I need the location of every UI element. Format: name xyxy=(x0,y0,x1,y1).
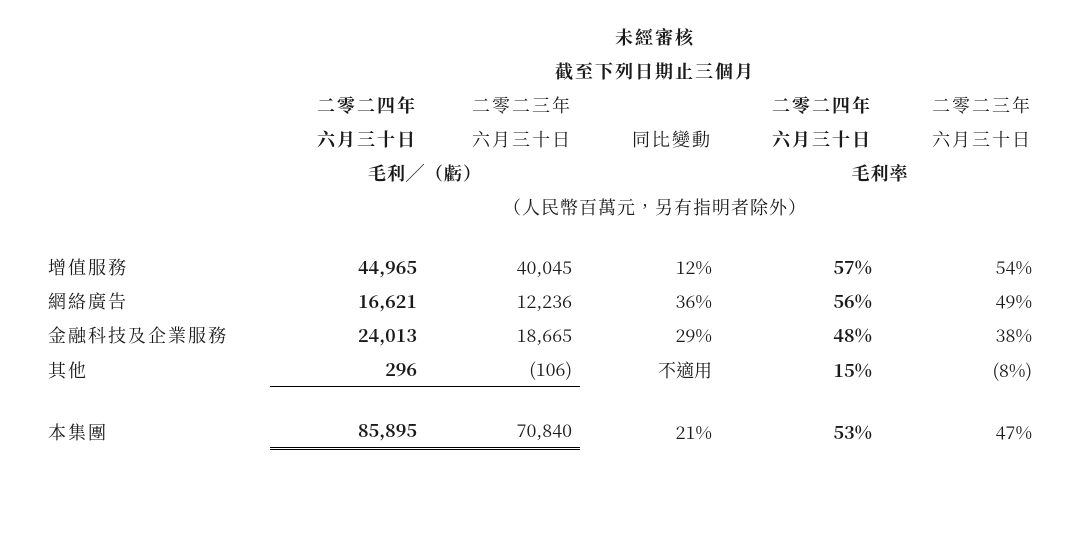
cell-gp-2023: 18,665 xyxy=(425,318,580,352)
cell-change: 12% xyxy=(580,250,720,284)
cell-gp-2023: (106) xyxy=(425,352,580,387)
cell-margin-2023: 38% xyxy=(880,318,1040,352)
col-change-label: 同比變動 xyxy=(580,122,720,156)
col-date-2023-b: 六月三十日 xyxy=(880,122,1040,156)
total-change: 21% xyxy=(580,413,720,449)
table-title: 未經審核 xyxy=(270,20,1040,54)
row-label: 增值服務 xyxy=(40,250,270,284)
row-label: 金融科技及企業服務 xyxy=(40,318,270,352)
total-margin-2023: 47% xyxy=(880,413,1040,449)
cell-margin-2023: (8%) xyxy=(880,352,1040,387)
cell-change: 29% xyxy=(580,318,720,352)
cell-gp-2023: 40,045 xyxy=(425,250,580,284)
col-year-2023-b: 二零二三年 xyxy=(880,88,1040,122)
cell-margin-2023: 49% xyxy=(880,284,1040,318)
date-row: 六月三十日 六月三十日 同比變動 六月三十日 六月三十日 xyxy=(40,122,1040,156)
table-row: 金融科技及企業服務 24,013 18,665 29% 48% 38% xyxy=(40,318,1040,352)
row-label: 其他 xyxy=(40,352,270,387)
title-row: 未經審核 xyxy=(40,20,1040,54)
cell-gp-2023: 12,236 xyxy=(425,284,580,318)
cell-gp-2024: 44,965 xyxy=(270,250,425,284)
subtitle-row: 截至下列日期止三個月 xyxy=(40,54,1040,88)
total-label: 本集團 xyxy=(40,413,270,449)
cell-gp-2024: 16,621 xyxy=(270,284,425,318)
cell-margin-2024: 15% xyxy=(720,352,880,387)
total-row: 本集團 85,895 70,840 21% 53% 47% xyxy=(40,413,1040,449)
col-year-2024-a: 二零二四年 xyxy=(270,88,425,122)
total-margin-2024: 53% xyxy=(720,413,880,449)
section-gross-profit: 毛利╱（虧） xyxy=(270,156,580,190)
section-gross-margin: 毛利率 xyxy=(720,156,1040,190)
col-year-2024-b: 二零二四年 xyxy=(720,88,880,122)
year-row: 二零二四年 二零二三年 二零二四年 二零二三年 xyxy=(40,88,1040,122)
table-row: 其他 296 (106) 不適用 15% (8%) xyxy=(40,352,1040,387)
cell-margin-2024: 48% xyxy=(720,318,880,352)
cell-margin-2024: 57% xyxy=(720,250,880,284)
cell-gp-2024: 24,013 xyxy=(270,318,425,352)
col-date-2024-b: 六月三十日 xyxy=(720,122,880,156)
cell-change: 36% xyxy=(580,284,720,318)
cell-margin-2024: 56% xyxy=(720,284,880,318)
cell-change: 不適用 xyxy=(580,352,720,387)
table-subtitle: 截至下列日期止三個月 xyxy=(270,54,1040,88)
cell-gp-2024: 296 xyxy=(270,352,425,387)
section-row: 毛利╱（虧） 毛利率 xyxy=(40,156,1040,190)
row-label: 網絡廣告 xyxy=(40,284,270,318)
unit-row: （人民幣百萬元，另有指明者除外） xyxy=(40,190,1040,224)
total-gp-2024: 85,895 xyxy=(270,413,425,449)
col-date-2024-a: 六月三十日 xyxy=(270,122,425,156)
table-row: 增值服務 44,965 40,045 12% 57% 54% xyxy=(40,250,1040,284)
total-gp-2023: 70,840 xyxy=(425,413,580,449)
cell-margin-2023: 54% xyxy=(880,250,1040,284)
col-year-2023-a: 二零二三年 xyxy=(425,88,580,122)
col-date-2023-a: 六月三十日 xyxy=(425,122,580,156)
unit-note: （人民幣百萬元，另有指明者除外） xyxy=(270,190,1040,224)
financial-table: 未經審核 截至下列日期止三個月 二零二四年 二零二三年 二零二四年 二零二三年 … xyxy=(40,20,1040,450)
table-row: 網絡廣告 16,621 12,236 36% 56% 49% xyxy=(40,284,1040,318)
